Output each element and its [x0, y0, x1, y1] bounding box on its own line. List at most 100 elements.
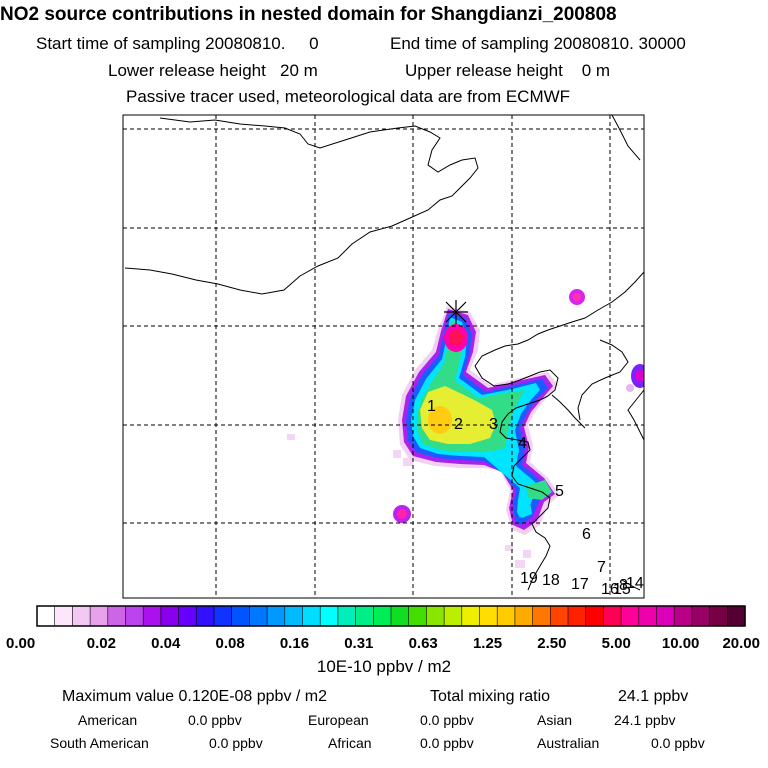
blob-east-2 [626, 384, 634, 392]
colorbar-tick-label: 0.31 [344, 635, 373, 652]
blob-east-core [635, 370, 644, 382]
colorbar-bin [567, 605, 587, 627]
source-label: 15 [613, 581, 631, 598]
colorbar-bin [319, 605, 339, 627]
south-american-label: South American [50, 735, 149, 751]
colorbar-tick-label: 5.00 [602, 635, 631, 652]
chart-title: NO2 source contributions in nested domai… [0, 4, 617, 25]
colorbar-tick-label: 0.00 [6, 635, 35, 652]
total-mixing-ratio-label: Total mixing ratio [430, 688, 551, 705]
source-label: 2 [454, 416, 463, 433]
colorbar-bin [585, 605, 605, 627]
sampling-start: Start time of sampling 20080810. 0 [36, 34, 319, 53]
colorbar-unit-label: 10E-10 ppbv / m2 [317, 657, 451, 676]
colorbar-tick-label: 2.50 [537, 635, 566, 652]
colorbar-bin [709, 605, 728, 627]
colorbar-bin [160, 605, 180, 627]
colorbar-bin [549, 605, 569, 627]
source-label: 1 [427, 398, 436, 415]
colorbar [36, 605, 746, 627]
colorbar-bin [426, 605, 445, 627]
colorbar-bin [390, 605, 410, 627]
colorbar-bin [302, 605, 321, 627]
source-label: 17 [571, 576, 589, 593]
colorbar-bin [673, 605, 693, 627]
colorbar-bin [691, 605, 711, 627]
colorbar-bin [36, 605, 56, 627]
european-value: 0.0 ppbv [420, 712, 474, 728]
colorbar-ticks: 0.00 0.02 0.04 0.08 0.16 0.31 0.63 1.25 2.50 5.00… [6, 635, 760, 652]
colorbar-bin [408, 605, 428, 627]
colorbar-bin [249, 605, 268, 627]
receptor-marker [444, 300, 468, 324]
source-label: 16 [601, 581, 619, 598]
colorbar-bin [656, 605, 675, 627]
colorbar-tick-label: 0.04 [151, 635, 181, 652]
colorbar-bin [496, 605, 516, 627]
colorbar-bin [196, 605, 215, 627]
source-label: 3 [489, 416, 498, 433]
colorbar-bin [213, 605, 233, 627]
source-label: 14 [626, 575, 644, 592]
colorbar-bin [603, 605, 622, 627]
plume-hotspot-inner [449, 330, 463, 346]
colorbar-bin [178, 605, 197, 627]
sampling-end: End time of sampling 20080810. 30000 [390, 34, 686, 53]
source-label: 5 [555, 483, 564, 500]
african-value: 0.0 ppbv [420, 735, 474, 751]
colorbar-bin [89, 605, 109, 627]
source-label: 4 [518, 435, 527, 452]
colorbar-bin [461, 605, 481, 627]
asian-value: 24.1 ppbv [614, 712, 676, 728]
australian-value: 0.0 ppbv [651, 735, 705, 751]
colorbar-bin [443, 605, 463, 627]
colorbar-bin [142, 605, 162, 627]
source-label: 6 [582, 526, 591, 543]
colorbar-bin [620, 605, 640, 627]
colorbar-bin [107, 605, 127, 627]
tracer-info: Passive tracer used, meteorological data… [126, 87, 571, 106]
colorbar-tick-label: 20.00 [722, 635, 760, 652]
map-area: 1 2 3 4 5 6 7 17 18 19 16 15 14 8 [123, 115, 644, 598]
colorbar-tick-label: 0.63 [409, 635, 438, 652]
colorbar-bin [54, 605, 74, 627]
source-label: 18 [542, 572, 560, 589]
colorbar-bin [231, 605, 250, 627]
source-label: 7 [597, 559, 606, 576]
colorbar-tick-label: 0.16 [280, 635, 309, 652]
australian-label: Australian [537, 735, 600, 751]
european-label: European [308, 712, 369, 728]
plume-tail-cyan [518, 502, 532, 518]
source-label: 8 [619, 577, 628, 594]
colorbar-bin [479, 605, 498, 627]
blob-north-core [573, 293, 581, 301]
colorbar-frame [36, 605, 746, 627]
source-labels: 1 2 3 4 5 6 7 17 18 19 16 15 14 8 [427, 398, 644, 598]
plume [393, 289, 644, 535]
colorbar-bin [514, 605, 534, 627]
max-value: Maximum value 0.120E-08 ppbv / m2 [62, 688, 328, 705]
colorbar-bin [284, 605, 304, 627]
map-frame [122, 114, 645, 599]
colorbar-bin [266, 605, 286, 627]
colorbar-tick-label: 0.02 [87, 635, 116, 652]
colorbar-tick-label: 1.25 [473, 635, 502, 652]
upper-release-height: Upper release height 0 m [405, 61, 611, 80]
colorbar-tick-label: 10.00 [662, 635, 700, 652]
coastlines [124, 115, 644, 591]
colorbar-bin [355, 605, 374, 627]
colorbar-bin [372, 605, 392, 627]
african-label: African [328, 735, 372, 751]
colorbar-bin [72, 605, 91, 627]
colorbar-tick-label: 0.08 [215, 635, 244, 652]
plume-core-orange [428, 406, 452, 434]
colorbar-bin [125, 605, 144, 627]
colorbar-bin [726, 605, 746, 627]
colorbar-bin [638, 605, 658, 627]
blob-west-core [397, 509, 407, 519]
american-label: American [78, 712, 138, 728]
grid-lines [123, 115, 644, 598]
total-mixing-ratio-value: 24.1 ppbv [618, 688, 689, 705]
asian-label: Asian [537, 712, 573, 728]
